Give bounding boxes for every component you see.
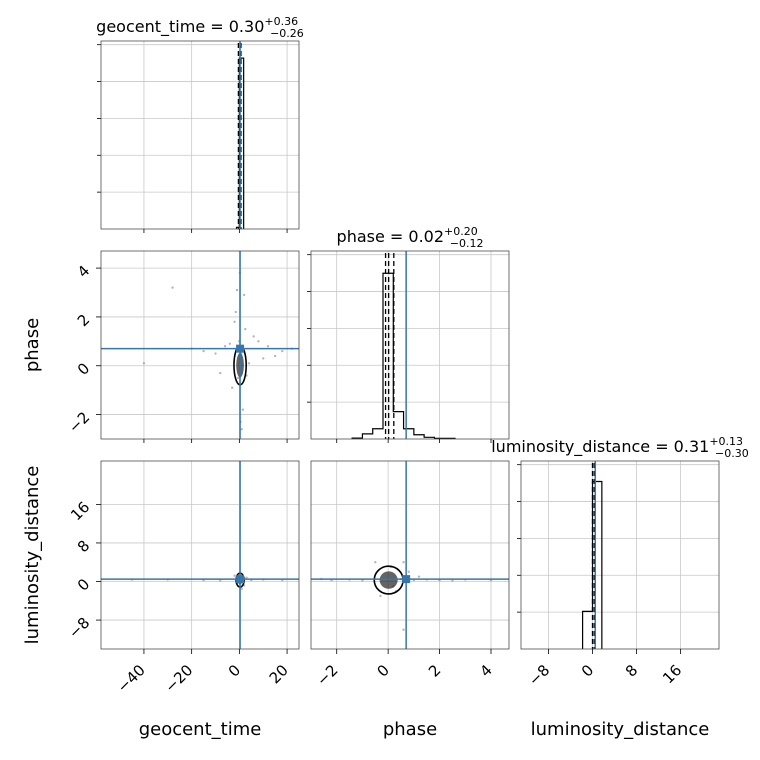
y-tick-label: 2 (74, 311, 93, 330)
sample-point (233, 320, 236, 324)
sample-point (240, 428, 243, 431)
x-tick-label: 4 (476, 661, 495, 680)
2d-panel-geocent_time-phase (101, 251, 299, 439)
sample-point (281, 349, 284, 353)
sample-point (234, 310, 237, 314)
sample-point (241, 408, 245, 411)
sample-point (417, 575, 421, 578)
x-tick-label: −8 (525, 661, 553, 689)
x-tick-label: 0 (578, 661, 597, 680)
2d-panel-phase-luminosity_distance (311, 461, 509, 649)
2d-geocent_time-luminosity_distance-frame (100, 460, 300, 650)
hist-phase-frame (310, 250, 510, 440)
y-tick-label: 0 (74, 575, 93, 594)
x-tick-label: 0 (373, 661, 392, 680)
2d-phase-luminosity_distance-frame (310, 460, 510, 650)
sample-point (402, 628, 405, 631)
x-tick-label: 16 (659, 661, 685, 687)
density-core (379, 571, 398, 589)
sample-point (202, 349, 205, 353)
sample-point (219, 579, 222, 582)
sample-point (451, 579, 454, 582)
y-tick-label: −8 (65, 614, 93, 642)
sample-point (273, 354, 277, 358)
x-tick-label: 2 (425, 661, 444, 680)
y-tick-label: 16 (67, 498, 93, 524)
x-axis-label-geocent_time: geocent_time (139, 719, 262, 740)
histogram-phase (351, 272, 456, 439)
hist-luminosity_distance-frame (520, 460, 720, 650)
sample-point (402, 561, 405, 564)
hist-geocent_time-frame (100, 40, 300, 230)
sample-point (262, 357, 265, 360)
sample-point (247, 362, 251, 365)
sample-point (228, 342, 232, 345)
y-axis-label-luminosity_distance: luminosity_distance (22, 466, 43, 645)
2d-panel-geocent_time-luminosity_distance (101, 461, 299, 649)
sample-point (142, 362, 146, 365)
y-axis-label-phase: phase (22, 318, 43, 372)
sample-point (235, 288, 239, 292)
hist-panel-luminosity_distance (517, 461, 719, 649)
x-axis-label-phase: phase (383, 719, 437, 740)
sample-point (266, 345, 270, 348)
y-tick-label: 4 (74, 262, 93, 281)
x-axis-label-luminosity_distance: luminosity_distance (531, 719, 710, 740)
2d-geocent_time-phase-frame (100, 250, 300, 440)
sample-point (245, 576, 248, 579)
x-tick-label: 0 (225, 661, 244, 680)
sample-point (171, 286, 174, 289)
sample-point (244, 327, 247, 331)
y-tick-label: 0 (74, 359, 93, 378)
sample-point (223, 345, 227, 348)
sample-point (240, 587, 243, 590)
x-tick-label: −20 (161, 661, 196, 696)
sample-point (219, 371, 222, 375)
truth-marker (236, 344, 245, 353)
x-tick-label: −2 (313, 661, 341, 689)
sample-point (361, 579, 364, 582)
panel-title-phase: phase = 0.02+0.20 −0.12 (337, 225, 484, 250)
sample-point (252, 335, 255, 338)
panel-title-geocent_time: geocent_time = 0.30+0.36 −0.26 (96, 15, 304, 40)
sample-point (233, 574, 236, 577)
x-tick-label: 20 (266, 661, 292, 687)
sample-point (214, 352, 217, 355)
x-tick-label: 8 (622, 661, 641, 680)
truth-marker (236, 575, 245, 584)
y-tick-label: −2 (65, 408, 93, 436)
y-tick-label: 8 (74, 537, 93, 556)
hist-panel-phase (307, 251, 509, 439)
panel-title-luminosity_distance: luminosity_distance = 0.31+0.13 −0.30 (491, 435, 749, 460)
truth-marker (402, 575, 411, 584)
sample-point (242, 293, 246, 297)
sample-point (407, 570, 410, 574)
sample-point (236, 376, 240, 380)
x-tick-label: −40 (114, 661, 149, 696)
sample-point (231, 386, 234, 389)
hist-panel-geocent_time (97, 41, 299, 229)
sample-point (379, 594, 382, 598)
sample-point (257, 340, 260, 343)
sample-point (374, 561, 377, 564)
